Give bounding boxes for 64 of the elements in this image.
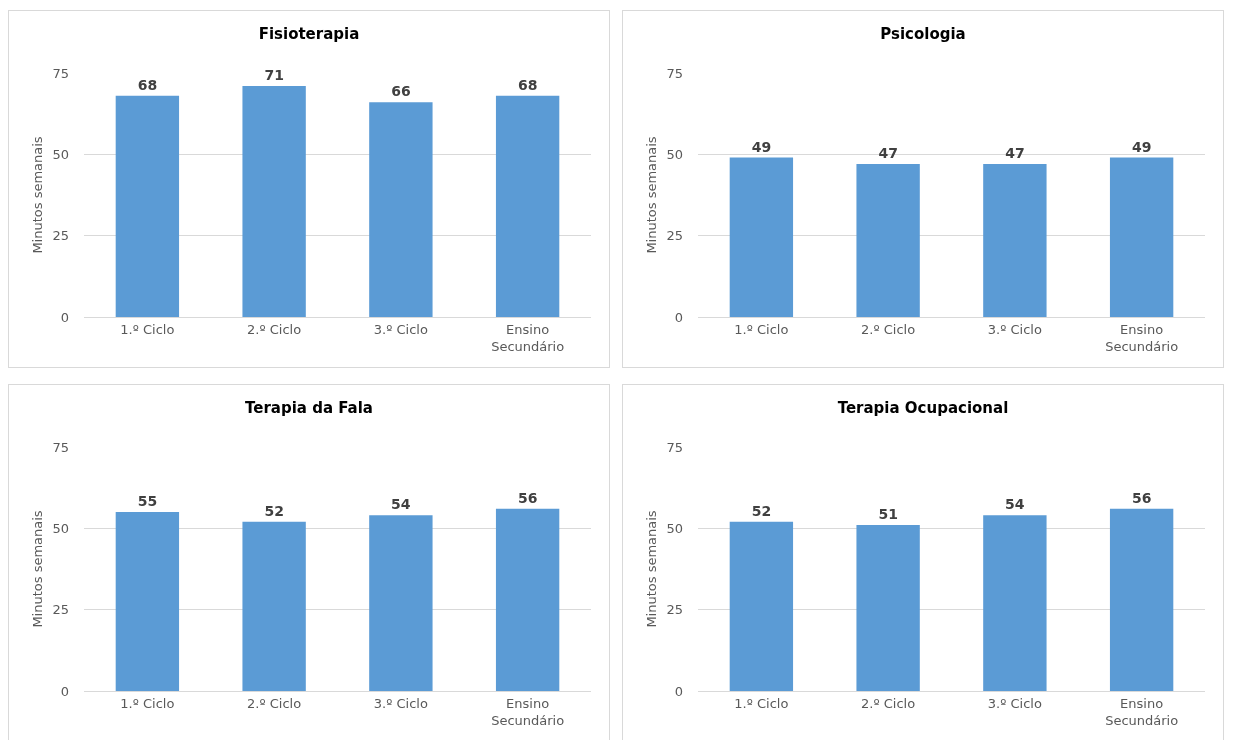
- chart-title: Psicologia: [880, 25, 966, 44]
- data-label: 66: [391, 83, 411, 100]
- y-tick-label: 25: [52, 602, 69, 618]
- x-tick-label: 3.º Ciclo: [987, 321, 1042, 337]
- y-axis-title: Minutos semanais: [30, 136, 46, 254]
- bar: [369, 102, 433, 317]
- x-tick-label: 2.º Ciclo: [247, 695, 302, 711]
- x-tick-label: 2.º Ciclo: [247, 321, 302, 337]
- y-axis-title: Minutos semanais: [644, 136, 660, 254]
- y-tick-label: 50: [666, 520, 683, 536]
- y-tick-label: 50: [52, 146, 69, 162]
- y-axis-title: Minutos semanais: [644, 510, 660, 628]
- bar: [115, 512, 180, 691]
- x-tick-label: Ensino Secundário: [1105, 695, 1179, 728]
- x-tick-label: 1.º Ciclo: [734, 321, 789, 337]
- data-label: 54: [391, 496, 411, 513]
- x-tick-label: 3.º Ciclo: [373, 321, 428, 337]
- x-tick-label: 3.º Ciclo: [987, 695, 1042, 711]
- y-tick-label: 75: [666, 65, 683, 81]
- data-label: 47: [878, 145, 898, 162]
- data-label: 56: [1131, 489, 1152, 506]
- data-label: 56: [517, 489, 538, 506]
- data-label: 52: [264, 502, 284, 519]
- y-tick-label: 50: [52, 520, 69, 536]
- data-label: 49: [1131, 138, 1152, 155]
- x-tick-label: 2.º Ciclo: [861, 321, 916, 337]
- chart-title: Terapia Ocupacional: [837, 399, 1009, 418]
- y-tick-label: 25: [52, 228, 69, 244]
- x-tick-label: Ensino Secundário: [1105, 321, 1179, 354]
- x-tick-label: 3.º Ciclo: [373, 695, 428, 711]
- bar: [369, 515, 433, 691]
- y-tick-label: 0: [674, 683, 683, 699]
- bar: [115, 95, 180, 317]
- bar: [495, 95, 560, 317]
- chart-title: Fisioterapia: [258, 25, 360, 44]
- chart-title: Terapia da Fala: [245, 399, 373, 418]
- x-tick-label: 1.º Ciclo: [120, 321, 175, 337]
- y-tick-label: 25: [666, 602, 683, 618]
- bar: [495, 508, 560, 691]
- bar: [242, 521, 306, 691]
- y-tick-label: 75: [52, 439, 69, 455]
- data-label: 49: [751, 138, 772, 155]
- y-tick-label: 75: [666, 439, 683, 455]
- x-tick-label: 1.º Ciclo: [734, 695, 789, 711]
- data-label: 47: [1005, 145, 1025, 162]
- bar: [242, 86, 306, 317]
- y-axis-title: Minutos semanais: [30, 510, 46, 628]
- x-tick-label: Ensino Secundário: [491, 321, 565, 354]
- y-tick-label: 0: [60, 309, 69, 325]
- y-tick-label: 25: [666, 228, 683, 244]
- data-label: 52: [751, 502, 772, 519]
- x-tick-label: 2.º Ciclo: [861, 695, 916, 711]
- data-label: 71: [264, 67, 284, 84]
- y-tick-label: 50: [666, 146, 683, 162]
- y-tick-label: 75: [52, 65, 69, 81]
- data-label: 55: [137, 493, 158, 510]
- data-label: 68: [137, 76, 158, 93]
- data-label: 54: [1005, 496, 1025, 513]
- x-tick-label: Ensino Secundário: [491, 695, 565, 728]
- y-tick-label: 0: [60, 683, 69, 699]
- data-label: 51: [878, 506, 898, 523]
- y-tick-label: 0: [674, 309, 683, 325]
- data-label: 68: [517, 76, 538, 93]
- x-tick-label: 1.º Ciclo: [120, 695, 175, 711]
